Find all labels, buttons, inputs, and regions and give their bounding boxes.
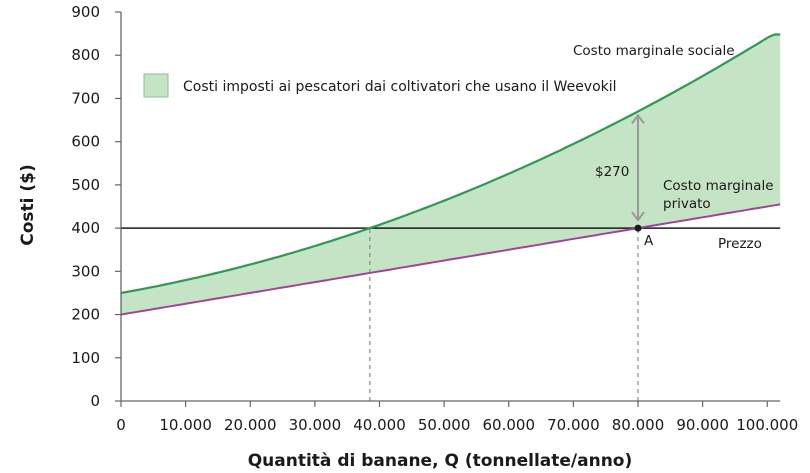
x-tick-label: 20.000 bbox=[224, 416, 277, 434]
gap-270-label: $270 bbox=[595, 164, 629, 180]
point-a-marker bbox=[634, 224, 642, 232]
legend-swatch bbox=[143, 73, 169, 98]
y-tick-label: 400 bbox=[71, 219, 100, 237]
point-a-label: A bbox=[644, 233, 654, 249]
legend: Costi imposti ai pescatori dai coltivato… bbox=[143, 73, 617, 98]
price-label: Prezzo bbox=[718, 236, 762, 252]
y-tick-label: 100 bbox=[71, 349, 100, 367]
x-tick-label: 70.000 bbox=[547, 416, 600, 434]
y-tick-label: 900 bbox=[71, 3, 100, 21]
y-tick-label: 0 bbox=[90, 392, 100, 410]
x-tick-label: 80.000 bbox=[612, 416, 665, 434]
private-cost-label-line1: Costo marginale bbox=[663, 178, 774, 194]
series-lines bbox=[120, 33, 781, 316]
x-tick-label: 50.000 bbox=[418, 416, 471, 434]
y-tick-label: 500 bbox=[71, 176, 100, 194]
x-tick-label: 100.000 bbox=[736, 416, 798, 434]
x-tick-label: 0 bbox=[116, 416, 126, 434]
private-cost-label-line2: privato bbox=[663, 196, 711, 212]
reference-lines bbox=[369, 113, 645, 401]
y-axis-title: Costi ($) bbox=[18, 164, 38, 246]
x-tick-label: 10.000 bbox=[159, 416, 212, 434]
y-tick-label: 200 bbox=[71, 306, 100, 324]
x-tick-label: 60.000 bbox=[483, 416, 536, 434]
arrow-up-icon bbox=[631, 113, 645, 125]
private-marginal-cost-line bbox=[120, 203, 781, 316]
x-tick-label: 30.000 bbox=[289, 416, 342, 434]
social-cost-label: Costo marginale sociale bbox=[573, 43, 735, 59]
y-tick-label: 300 bbox=[71, 262, 100, 280]
x-tick-label: 90.000 bbox=[676, 416, 729, 434]
social-marginal-cost-line bbox=[120, 33, 781, 294]
y-tick-label: 700 bbox=[71, 89, 100, 107]
y-tick-label: 800 bbox=[71, 46, 100, 64]
x-tick-label: 40.000 bbox=[353, 416, 406, 434]
legend-label: Costi imposti ai pescatori dai coltivato… bbox=[183, 79, 617, 95]
y-tick-label: 600 bbox=[71, 133, 100, 151]
arrow-down-icon bbox=[631, 211, 645, 222]
x-axis-title: Quantità di banane, Q (tonnellate/anno) bbox=[248, 451, 633, 471]
axes: 0 100 200 300 400 500 600 700 800 900 0 10.000 20.00… bbox=[71, 3, 798, 434]
